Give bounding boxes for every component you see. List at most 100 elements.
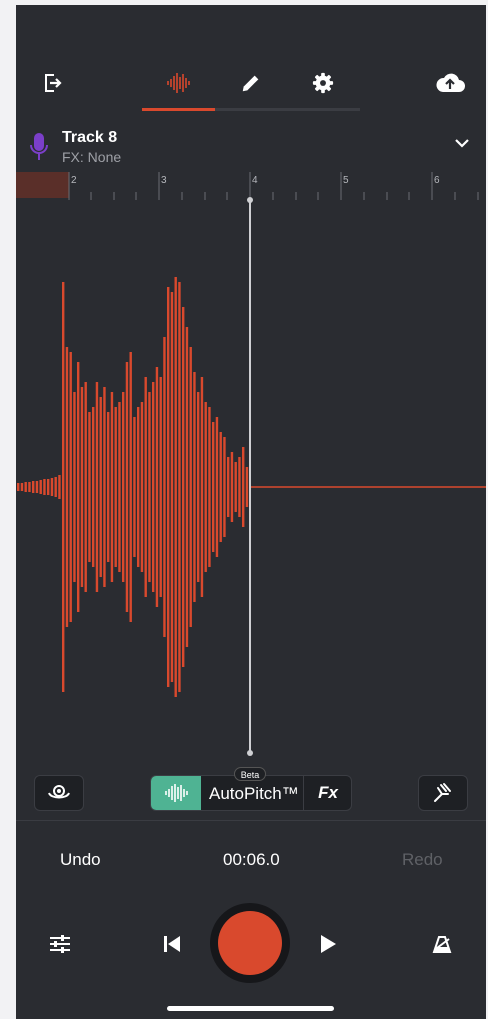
waveform-bar [193, 372, 196, 602]
waveform-bar [88, 412, 91, 562]
ruler-highlight [16, 172, 69, 198]
tab-indicator-active [142, 108, 215, 111]
tab-edit[interactable] [237, 69, 265, 97]
gear-icon [312, 72, 334, 94]
pencil-icon [242, 75, 259, 92]
tab-settings[interactable] [309, 69, 337, 97]
waveform-bar [227, 457, 230, 517]
cloud-upload-icon [436, 73, 465, 92]
waveform-editor[interactable] [16, 197, 486, 760]
ruler-label: 3 [161, 175, 167, 186]
waveform-bar [170, 292, 174, 682]
waveform-bar [114, 407, 117, 567]
play-button[interactable] [314, 930, 342, 958]
waveform-bar [20, 483, 24, 491]
metronome-button[interactable] [428, 930, 456, 958]
track-header[interactable]: Track 8 FX: None [16, 119, 486, 173]
waveform-bar [144, 377, 147, 597]
exit-button[interactable] [38, 69, 66, 97]
waveform-bar [182, 307, 185, 667]
waveform-bar [62, 282, 65, 692]
waveform-icon [165, 784, 188, 802]
redo-button[interactable]: Redo [402, 850, 443, 869]
metronome-icon [432, 936, 452, 953]
timeline-ruler[interactable]: 2 3 4 5 6 [16, 172, 486, 200]
waveform-bar [167, 287, 170, 687]
waveform-bar [185, 327, 189, 647]
waveform-bar [95, 382, 99, 592]
ruler-label: 4 [252, 175, 258, 186]
waveform-bar [137, 407, 140, 567]
waveform-bar [238, 457, 241, 517]
sliders-icon [50, 935, 70, 953]
waveform-bar [99, 397, 102, 577]
waveform-bar [43, 479, 46, 495]
waveform-bar [24, 482, 27, 492]
waveform-bar [197, 392, 200, 582]
home-indicator[interactable] [167, 1006, 334, 1011]
waveform-bar [92, 407, 95, 567]
undo-button[interactable]: Undo [60, 850, 101, 869]
waveform-bar [69, 352, 72, 622]
record-icon [218, 911, 282, 975]
waveform-bar [84, 382, 87, 592]
waveform-bar [219, 432, 222, 542]
mixer-button[interactable] [46, 930, 74, 958]
monitor-button[interactable] [34, 775, 84, 811]
ruler-label: 2 [71, 175, 77, 186]
waveform [17, 277, 486, 697]
waveform-bar [148, 392, 151, 582]
waveform-bar [234, 462, 237, 512]
top-nav [16, 5, 486, 117]
app-screen: Track 8 FX: None 2 3 4 5 6 [16, 5, 486, 1019]
waveform-bar [155, 367, 159, 607]
track-name: Track 8 [62, 129, 118, 146]
waveform-bar [125, 362, 129, 612]
waveform-bar [73, 392, 76, 582]
track-fx: FX: None [62, 149, 122, 165]
waveform-bar [208, 407, 211, 567]
fx-button[interactable]: Fx [318, 783, 338, 802]
waveform-bar [242, 447, 245, 527]
play-icon [321, 935, 336, 953]
waveform-bar [32, 481, 35, 493]
tuner-button[interactable] [418, 775, 468, 811]
waveform-icon [167, 73, 190, 93]
waveform-bar [17, 483, 20, 491]
waveform-bar [54, 477, 57, 497]
waveform-bar [140, 402, 144, 572]
waveform-bar [118, 402, 121, 572]
monitor-icon [48, 785, 70, 799]
waveform-bar [163, 337, 166, 637]
autopitch-button[interactable]: AutoPitch™ [209, 784, 299, 803]
beta-badge: Beta [234, 767, 266, 781]
waveform-bar [122, 392, 125, 582]
waveform-bar [103, 387, 106, 587]
record-button[interactable] [210, 903, 290, 983]
waveform-bar [204, 402, 207, 572]
waveform-bar [28, 482, 31, 492]
upload-button[interactable] [434, 69, 466, 97]
waveform-bar [189, 347, 192, 627]
skip-back-button[interactable] [158, 930, 186, 958]
waveform-bar [50, 478, 54, 496]
waveform-bar [110, 392, 114, 582]
waveform-bar [107, 412, 110, 562]
section-divider [16, 820, 486, 821]
waveform-bar [58, 475, 61, 499]
chevron-down-icon[interactable] [454, 135, 470, 151]
waveform-bar [152, 382, 155, 592]
waveform-bar [133, 417, 136, 557]
waveform-bar [245, 467, 249, 507]
playhead[interactable] [249, 198, 251, 754]
waveform-bar [129, 352, 132, 622]
playhead-bottom-handle[interactable] [247, 750, 253, 756]
tab-waveform[interactable] [165, 69, 193, 97]
autopitch-toolbar: AutoPitch™ Fx [150, 775, 352, 811]
waveform-bar [223, 437, 226, 537]
waveform-bar [178, 282, 181, 692]
exit-icon [45, 74, 62, 92]
divider [303, 776, 304, 810]
autopitch-toggle[interactable] [151, 776, 201, 810]
waveform-bar [65, 347, 69, 627]
